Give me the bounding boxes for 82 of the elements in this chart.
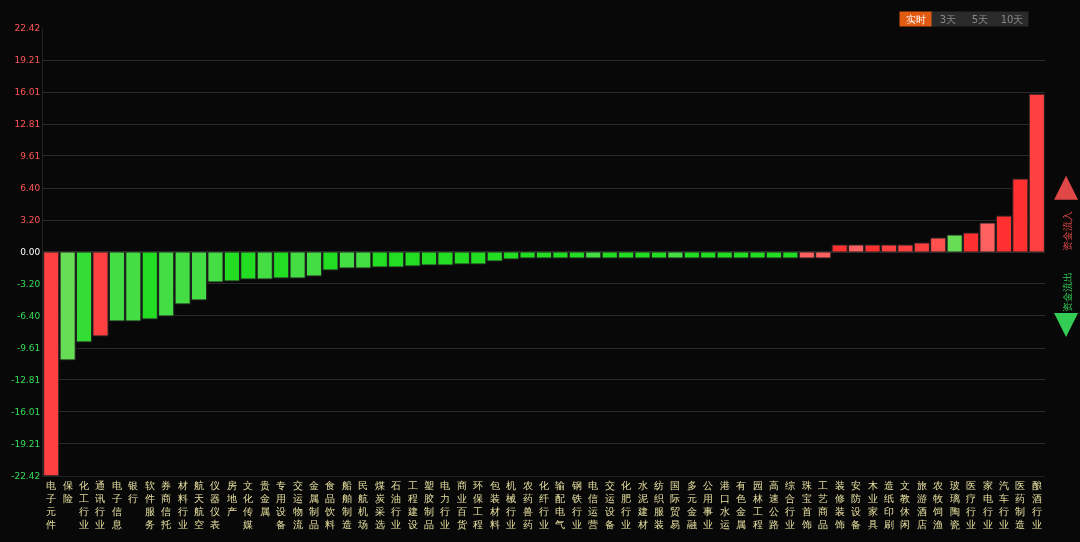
x-tick-label: 输配电气 bbox=[555, 480, 566, 530]
x-tick-label: 塑胶制品 bbox=[424, 480, 435, 530]
x-tick-label: 银行 bbox=[127, 480, 139, 504]
x-tick-label: 珠宝首饰 bbox=[800, 480, 812, 530]
x-tick-label: 机械行业 bbox=[506, 480, 517, 530]
x-tick-label: 煤炭采选 bbox=[374, 480, 385, 530]
x-tick-label: 化纤行业 bbox=[539, 480, 549, 530]
x-tick-label: 医疗行业 bbox=[966, 480, 977, 530]
x-tick-label: 文化传媒 bbox=[243, 480, 254, 530]
x-tick-label: 玻璃陶瓷 bbox=[949, 480, 960, 530]
x-tick-label: 通讯行业 bbox=[95, 480, 106, 530]
x-tick-label: 商业百货 bbox=[456, 480, 467, 530]
x-tick-label: 金属制品 bbox=[309, 480, 320, 530]
x-tick-label: 汽车行业 bbox=[998, 480, 1009, 530]
y-tick-label: 3.20 bbox=[20, 215, 41, 226]
text: 资金流入 bbox=[1061, 211, 1073, 252]
y-tick-label: -16.01 bbox=[11, 407, 41, 418]
y-tick-label: -19.21 bbox=[11, 439, 41, 450]
text: 资金流出 bbox=[1062, 271, 1074, 312]
y-tick-label: -12.81 bbox=[11, 375, 41, 386]
x-tick-label: 保险 bbox=[62, 480, 73, 504]
x-tick-label: 材料行业 bbox=[176, 480, 188, 530]
x-tick-label: 化工行业 bbox=[79, 480, 90, 530]
y-tick-label: 16.01 bbox=[14, 87, 41, 98]
x-tick-label: 电子信息 bbox=[110, 480, 122, 530]
text: 10天 bbox=[1000, 13, 1024, 25]
x-tick-label: 造纸印刷 bbox=[883, 480, 894, 530]
x-tick-label: 港口水运 bbox=[719, 480, 730, 530]
x-tick-label: 券商信托 bbox=[160, 480, 172, 530]
x-tick-label: 工程建设 bbox=[406, 480, 418, 530]
y-tick-label: -9.61 bbox=[16, 343, 41, 354]
x-tick-label: 多元金融 bbox=[686, 480, 697, 530]
x-tick-label: 高速公路 bbox=[768, 480, 779, 530]
x-tick-label: 电力行业 bbox=[440, 480, 451, 530]
y-tick-label: 6.40 bbox=[20, 183, 41, 194]
text: 5天 bbox=[971, 13, 989, 25]
x-tick-label: 农药兽药 bbox=[522, 480, 533, 530]
y-tick-label: -3.20 bbox=[16, 279, 41, 290]
x-tick-label: 航天航空 bbox=[194, 480, 205, 530]
x-tick-label: 水泥建材 bbox=[636, 480, 648, 530]
x-tick-label: 民航机场 bbox=[357, 480, 369, 530]
x-tick-label: 酿酒行业 bbox=[1031, 480, 1042, 530]
x-tick-label: 国际贸易 bbox=[670, 480, 681, 530]
x-tick-label: 贵金属 bbox=[259, 480, 270, 517]
x-tick-label: 交运设备 bbox=[604, 480, 615, 530]
text: 实时 bbox=[906, 13, 926, 25]
x-tick-label: 旅游酒店 bbox=[916, 480, 927, 530]
x-tick-label: 电信运营 bbox=[588, 480, 599, 530]
x-tick-label: 综合行业 bbox=[785, 480, 796, 530]
y-tick-label: 12.81 bbox=[14, 119, 41, 130]
y-tick-label: 9.61 bbox=[20, 151, 41, 162]
y-tick-label: 22.42 bbox=[14, 23, 41, 34]
x-tick-label: 专用设备 bbox=[276, 480, 287, 530]
x-tick-label: 房地产 bbox=[225, 480, 237, 517]
x-tick-label: 家电行业 bbox=[982, 480, 993, 530]
text: 3天 bbox=[939, 13, 957, 25]
x-tick-label: 有色金属 bbox=[736, 480, 747, 530]
y-tick-label: 0.00 bbox=[20, 247, 41, 258]
x-tick-label: 石油行业 bbox=[391, 480, 402, 530]
x-tick-label: 装修装饰 bbox=[833, 480, 845, 530]
x-tick-label: 医药制造 bbox=[1015, 480, 1026, 530]
y-tick-label: -22.42 bbox=[11, 471, 41, 482]
x-tick-label: 园林工程 bbox=[751, 480, 763, 530]
x-tick-label: 环保工程 bbox=[473, 480, 484, 530]
x-tick-label: 公用事业 bbox=[703, 480, 714, 530]
x-tick-label: 仪器仪表 bbox=[210, 480, 221, 530]
x-tick-label: 电子元件 bbox=[46, 480, 57, 530]
x-tick-label: 工艺商品 bbox=[818, 480, 829, 530]
y-tick-label: -6.40 bbox=[16, 311, 41, 322]
x-tick-label: 纺织服装 bbox=[653, 480, 664, 530]
x-tick-label: 木业家具 bbox=[867, 480, 878, 530]
x-tick-label: 钢铁行业 bbox=[570, 480, 582, 530]
x-tick-label: 安防设备 bbox=[851, 480, 862, 530]
x-tick-label: 船舶制造 bbox=[341, 480, 352, 530]
x-tick-label: 交运物流 bbox=[292, 480, 303, 530]
y-tick-label: 19.21 bbox=[14, 55, 41, 66]
x-tick-label: 软件服务 bbox=[144, 480, 155, 530]
x-tick-label: 农牧饲渔 bbox=[932, 480, 944, 530]
x-tick-label: 包装材料 bbox=[488, 480, 500, 530]
x-tick-label: 化肥行业 bbox=[621, 480, 632, 530]
x-tick-label: 文教休闲 bbox=[900, 480, 911, 530]
x-tick-label: 食品饮料 bbox=[324, 480, 336, 530]
